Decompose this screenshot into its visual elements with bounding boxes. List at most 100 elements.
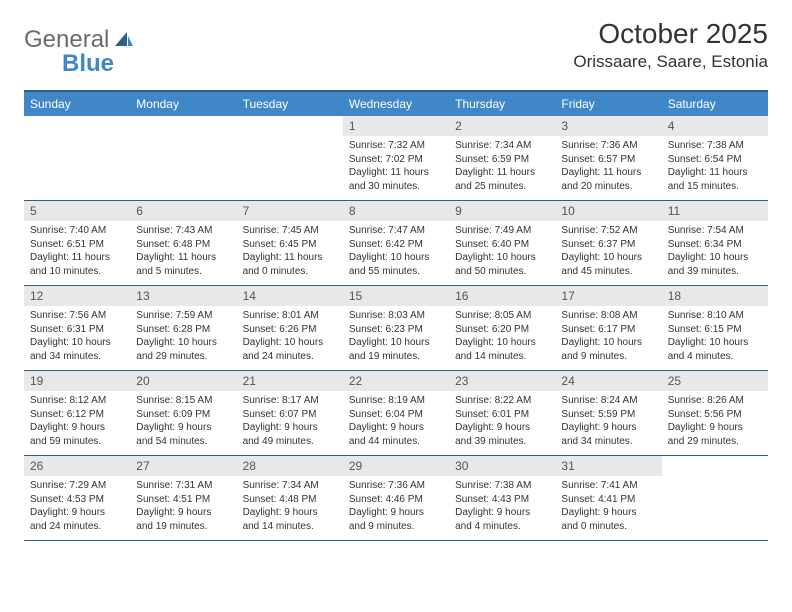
daylight-text: and 39 minutes. (668, 265, 762, 279)
day-number: 4 (662, 116, 768, 136)
daylight-text: and 54 minutes. (136, 435, 230, 449)
day-cell: 31Sunrise: 7:41 AMSunset: 4:41 PMDayligh… (555, 456, 661, 540)
sunset-text: Sunset: 6:12 PM (30, 408, 124, 422)
daylight-text: Daylight: 9 hours (668, 421, 762, 435)
sunset-text: Sunset: 4:48 PM (243, 493, 337, 507)
daylight-text: and 9 minutes. (561, 350, 655, 364)
sunrise-text: Sunrise: 8:17 AM (243, 394, 337, 408)
daylight-text: and 59 minutes. (30, 435, 124, 449)
day-cell: 10Sunrise: 7:52 AMSunset: 6:37 PMDayligh… (555, 201, 661, 285)
week-row: 1Sunrise: 7:32 AMSunset: 7:02 PMDaylight… (24, 116, 768, 201)
day-number: 21 (237, 371, 343, 391)
sunset-text: Sunset: 4:53 PM (30, 493, 124, 507)
day-cell: 15Sunrise: 8:03 AMSunset: 6:23 PMDayligh… (343, 286, 449, 370)
sunrise-text: Sunrise: 7:52 AM (561, 224, 655, 238)
daylight-text: Daylight: 9 hours (349, 506, 443, 520)
day-cell: 29Sunrise: 7:36 AMSunset: 4:46 PMDayligh… (343, 456, 449, 540)
sunset-text: Sunset: 6:45 PM (243, 238, 337, 252)
sunset-text: Sunset: 6:51 PM (30, 238, 124, 252)
daylight-text: Daylight: 10 hours (561, 251, 655, 265)
sunset-text: Sunset: 4:46 PM (349, 493, 443, 507)
month-title: October 2025 (573, 18, 768, 50)
daylight-text: and 45 minutes. (561, 265, 655, 279)
daylight-text: Daylight: 10 hours (561, 336, 655, 350)
daylight-text: Daylight: 9 hours (136, 421, 230, 435)
daylight-text: Daylight: 10 hours (349, 336, 443, 350)
daylight-text: and 30 minutes. (349, 180, 443, 194)
day-number: 17 (555, 286, 661, 306)
daylight-text: Daylight: 10 hours (30, 336, 124, 350)
day-number: 13 (130, 286, 236, 306)
daylight-text: Daylight: 11 hours (136, 251, 230, 265)
daylight-text: and 55 minutes. (349, 265, 443, 279)
day-cell: 22Sunrise: 8:19 AMSunset: 6:04 PMDayligh… (343, 371, 449, 455)
day-cell (662, 456, 768, 540)
day-number: 31 (555, 456, 661, 476)
week-row: 12Sunrise: 7:56 AMSunset: 6:31 PMDayligh… (24, 286, 768, 371)
sunrise-text: Sunrise: 7:38 AM (668, 139, 762, 153)
sunrise-text: Sunrise: 8:08 AM (561, 309, 655, 323)
header: General October 2025 Orissaare, Saare, E… (24, 18, 768, 72)
sunset-text: Sunset: 6:07 PM (243, 408, 337, 422)
daylight-text: and 20 minutes. (561, 180, 655, 194)
daylight-text: Daylight: 11 hours (243, 251, 337, 265)
sunrise-text: Sunrise: 8:01 AM (243, 309, 337, 323)
day-cell: 12Sunrise: 7:56 AMSunset: 6:31 PMDayligh… (24, 286, 130, 370)
daylight-text: and 29 minutes. (136, 350, 230, 364)
week-row: 19Sunrise: 8:12 AMSunset: 6:12 PMDayligh… (24, 371, 768, 456)
day-number: 15 (343, 286, 449, 306)
sunrise-text: Sunrise: 7:45 AM (243, 224, 337, 238)
daylight-text: Daylight: 11 hours (455, 166, 549, 180)
day-cell: 26Sunrise: 7:29 AMSunset: 4:53 PMDayligh… (24, 456, 130, 540)
day-number: 16 (449, 286, 555, 306)
day-number: 12 (24, 286, 130, 306)
sunset-text: Sunset: 6:57 PM (561, 153, 655, 167)
day-cell: 11Sunrise: 7:54 AMSunset: 6:34 PMDayligh… (662, 201, 768, 285)
day-cell (24, 116, 130, 200)
daylight-text: Daylight: 10 hours (455, 336, 549, 350)
daylight-text: and 24 minutes. (30, 520, 124, 534)
sunset-text: Sunset: 4:43 PM (455, 493, 549, 507)
daylight-text: and 39 minutes. (455, 435, 549, 449)
sunrise-text: Sunrise: 7:34 AM (243, 479, 337, 493)
day-number: 25 (662, 371, 768, 391)
sunset-text: Sunset: 6:48 PM (136, 238, 230, 252)
day-number: 3 (555, 116, 661, 136)
daylight-text: Daylight: 11 hours (30, 251, 124, 265)
sunset-text: Sunset: 6:23 PM (349, 323, 443, 337)
day-cell: 16Sunrise: 8:05 AMSunset: 6:20 PMDayligh… (449, 286, 555, 370)
sunset-text: Sunset: 6:17 PM (561, 323, 655, 337)
daylight-text: and 34 minutes. (30, 350, 124, 364)
sunrise-text: Sunrise: 7:31 AM (136, 479, 230, 493)
day-number: 10 (555, 201, 661, 221)
sunset-text: Sunset: 6:42 PM (349, 238, 443, 252)
day-number: 2 (449, 116, 555, 136)
sunrise-text: Sunrise: 8:22 AM (455, 394, 549, 408)
day-cell (130, 116, 236, 200)
day-cell: 4Sunrise: 7:38 AMSunset: 6:54 PMDaylight… (662, 116, 768, 200)
day-number: 11 (662, 201, 768, 221)
calendar: Sunday Monday Tuesday Wednesday Thursday… (24, 90, 768, 541)
daylight-text: Daylight: 11 hours (349, 166, 443, 180)
dayhead-mon: Monday (130, 92, 236, 116)
day-cell: 2Sunrise: 7:34 AMSunset: 6:59 PMDaylight… (449, 116, 555, 200)
day-cell: 19Sunrise: 8:12 AMSunset: 6:12 PMDayligh… (24, 371, 130, 455)
daylight-text: Daylight: 9 hours (243, 421, 337, 435)
dayhead-tue: Tuesday (237, 92, 343, 116)
daylight-text: and 10 minutes. (30, 265, 124, 279)
daylight-text: and 0 minutes. (561, 520, 655, 534)
daylight-text: and 29 minutes. (668, 435, 762, 449)
day-number: 6 (130, 201, 236, 221)
day-cell: 7Sunrise: 7:45 AMSunset: 6:45 PMDaylight… (237, 201, 343, 285)
sunrise-text: Sunrise: 7:54 AM (668, 224, 762, 238)
sunrise-text: Sunrise: 8:24 AM (561, 394, 655, 408)
day-cell: 3Sunrise: 7:36 AMSunset: 6:57 PMDaylight… (555, 116, 661, 200)
sunset-text: Sunset: 5:59 PM (561, 408, 655, 422)
sunrise-text: Sunrise: 7:34 AM (455, 139, 549, 153)
title-block: October 2025 Orissaare, Saare, Estonia (573, 18, 768, 72)
daylight-text: Daylight: 9 hours (561, 506, 655, 520)
day-number: 29 (343, 456, 449, 476)
daylight-text: and 14 minutes. (243, 520, 337, 534)
day-number: 23 (449, 371, 555, 391)
daylight-text: and 4 minutes. (455, 520, 549, 534)
